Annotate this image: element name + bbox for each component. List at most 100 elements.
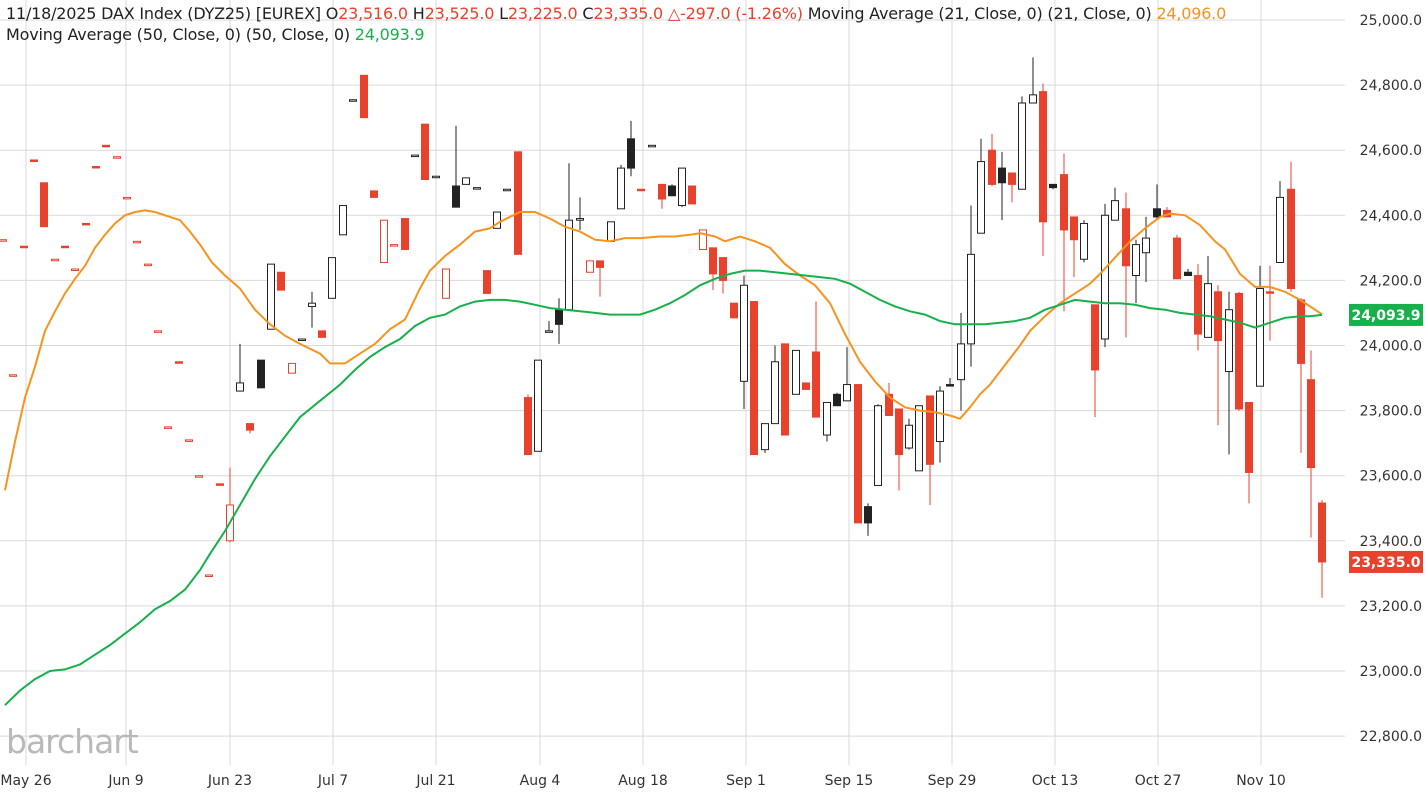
candle-body [205,574,213,577]
candle [957,312,965,411]
y-tick-label: 23,600.0 [1360,469,1422,485]
legend-close: 23,335.0 [593,4,664,23]
candle [452,125,460,208]
candle [370,190,378,198]
candle [483,270,491,294]
candle-body [1318,502,1326,563]
moving-average-50-line [4,269,1323,706]
candle-body [1214,291,1222,342]
candle-body [483,270,491,294]
candle-body [102,144,110,148]
y-tick-label: 24,600.0 [1360,143,1422,159]
y-tick-label: 22,800.0 [1360,729,1422,745]
candle [51,258,59,262]
candle-body [576,218,584,221]
candle-body [61,245,69,249]
candle-body [1184,271,1192,277]
candle-body [318,330,326,338]
candle-body [20,245,28,249]
last-price-badge-bg [1349,550,1423,573]
legend-ma21-value: 24,096.0 [1156,4,1227,23]
candle [1214,285,1222,426]
candle-body [360,74,368,119]
candle [874,404,882,486]
candle-body [514,151,522,255]
candle-body [1235,292,1243,410]
candle [1287,161,1295,292]
x-tick-label: Sep 15 [825,773,874,789]
candle-body [82,222,90,226]
candle-body [164,426,172,429]
candle [411,154,419,158]
candle-body [648,144,656,148]
legend-ma50: Moving Average (50, Close, 0) (50, Close… [6,25,425,44]
candle-body [586,260,594,273]
candle [617,164,625,210]
candle-body [915,405,923,472]
candle-body [1204,283,1212,338]
candle-body [1039,91,1047,223]
candle [586,260,594,273]
candle [216,483,224,486]
candle [9,374,17,377]
x-tick-label: Nov 10 [1236,773,1286,789]
candle-body [1008,172,1016,185]
candle-body [51,258,59,262]
candle-body [1122,208,1130,267]
candle-body [133,240,141,244]
candle [534,359,542,452]
candle-body [411,154,419,158]
candle-body [144,263,152,267]
candle-body [524,397,532,456]
candle [1029,57,1037,104]
candle [205,574,213,577]
candle [185,439,193,442]
candle-body [236,382,244,392]
candle [1060,153,1068,312]
candle-body [71,268,79,272]
candle [792,349,800,395]
candle-body [854,384,862,524]
candle [113,156,121,159]
barchart-logo: barchart [6,722,139,761]
candle [977,138,985,234]
candle-body [1225,309,1233,373]
candle [308,291,316,328]
candle [164,426,172,429]
candle [133,240,141,244]
x-tick-label: Oct 13 [1032,773,1078,789]
candle [195,475,203,478]
candle-body [874,405,882,486]
candle-body [1142,237,1150,254]
candle-body [1276,196,1284,263]
candle [236,343,244,392]
candle [1049,183,1057,190]
candle [1008,172,1016,203]
candle-body [709,247,717,275]
candle-body [1060,174,1068,231]
candle-body [257,359,265,389]
candle [627,120,635,177]
candle-body [30,159,38,162]
legend-symbol: DAX Index (DYZ25) [EUREX] [101,4,321,23]
candle [823,401,831,442]
x-axis: May 26 Jun 9 Jun 23 Jul 7 Jul 21 Aug 4 Aug 18 S… [0,773,1285,789]
candle [1080,220,1088,263]
candle [1039,83,1047,256]
candle [298,338,306,341]
candle-body [1111,200,1119,221]
candle [1173,234,1181,280]
candle [750,301,758,456]
x-tick-label: Sep 1 [726,773,766,789]
legend-date: 11/18/2025 [6,4,97,23]
moving-average-21-line [4,209,1323,491]
candle [678,167,686,208]
legend-ma21-label: Moving Average (21, Close, 0) (21, Close… [807,4,1152,23]
candle [709,247,717,291]
candle-body [185,439,193,442]
y-tick-label: 24,000.0 [1360,339,1422,355]
candle-body [627,138,635,169]
candle [1225,291,1233,455]
candle-body [1070,216,1078,241]
